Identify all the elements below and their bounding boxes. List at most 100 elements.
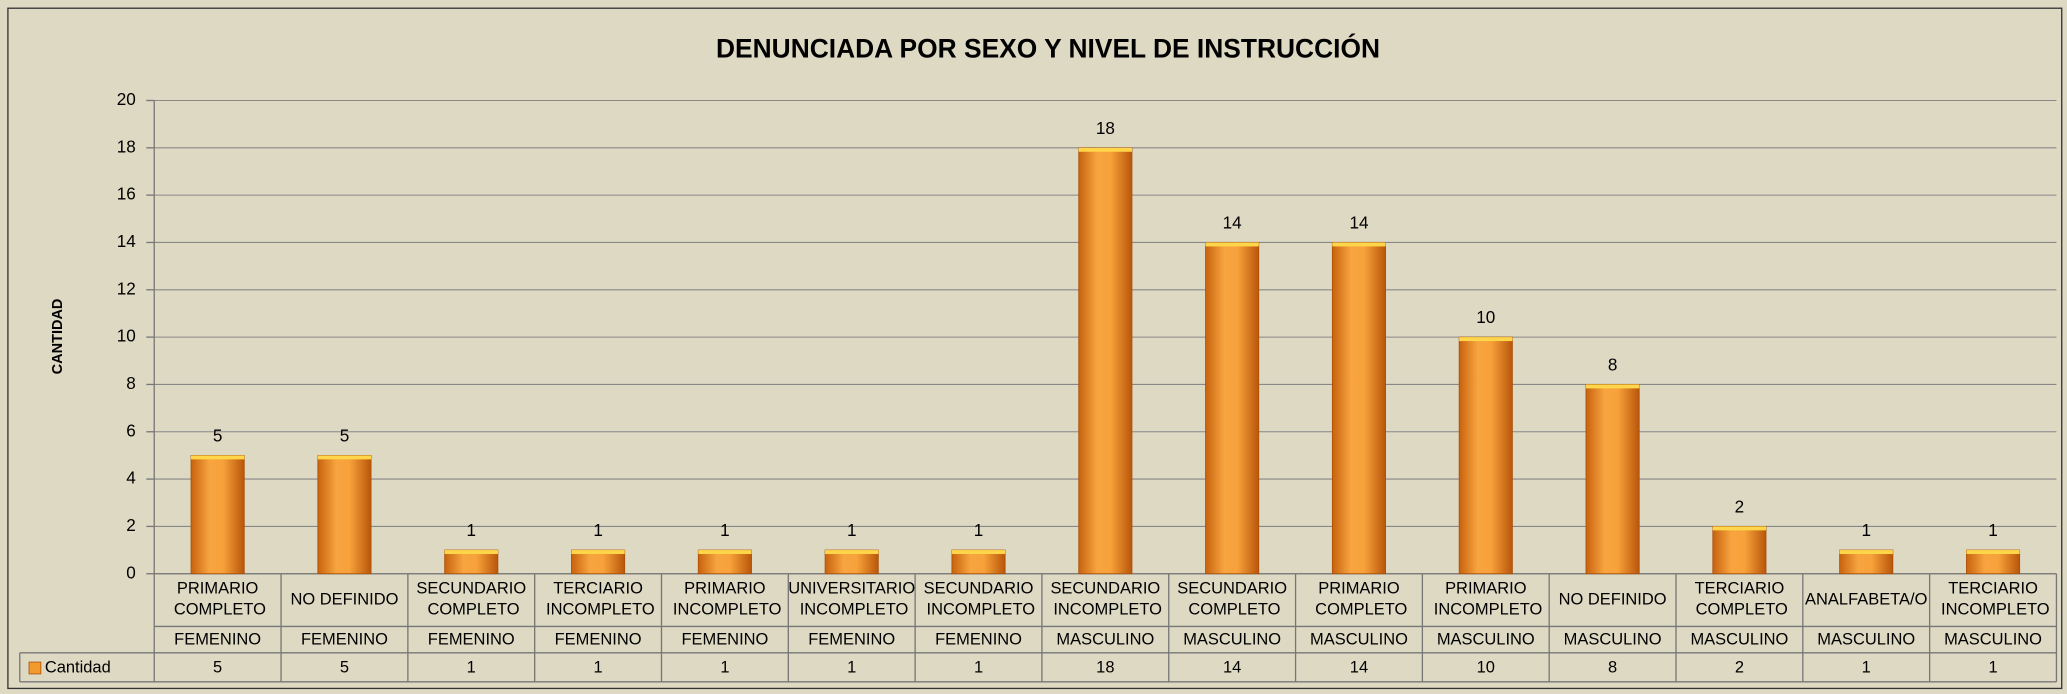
category-label: ANALFABETA/O [1805, 590, 1928, 608]
bar [317, 455, 372, 575]
data-label: 1 [1988, 520, 1998, 540]
category-label: TERCIARIO INCOMPLETO [1936, 580, 2049, 619]
category-label: PRIMARIO COMPLETO [169, 580, 266, 619]
bar-top [951, 550, 1006, 555]
table-value: 5 [213, 658, 222, 676]
table-value: 5 [340, 658, 349, 676]
group-label: FEMENINO [428, 631, 515, 649]
group-label: MASCULINO [1183, 631, 1281, 649]
y-tick-label: 10 [117, 326, 136, 346]
bar [1585, 384, 1640, 575]
bar-top [444, 550, 498, 555]
data-label: 1 [1861, 520, 1871, 540]
table-value: 8 [1608, 658, 1617, 676]
table-value: 1 [720, 658, 729, 676]
y-tick-label: 0 [126, 562, 136, 582]
data-label: 1 [974, 520, 984, 540]
table-value: 18 [1096, 658, 1114, 676]
group-label: MASCULINO [1564, 631, 1662, 649]
bar-top [1078, 147, 1132, 152]
group-label: MASCULINO [1437, 631, 1535, 649]
y-tick-label: 20 [117, 89, 136, 109]
y-tick-label: 18 [117, 136, 136, 156]
chart-frame [7, 7, 2063, 690]
table-value: 1 [974, 658, 983, 676]
table-value: 14 [1223, 658, 1241, 676]
data-label: 18 [1096, 118, 1115, 138]
y-tick-label: 6 [126, 420, 136, 440]
category-label: UNIVERSITARIO INCOMPLETO [788, 580, 915, 619]
bar-top [1205, 242, 1259, 247]
bar-top [1712, 526, 1767, 531]
category-label: PRIMARIO COMPLETO [1311, 580, 1408, 619]
table-value: 1 [847, 658, 856, 676]
category-label: NO DEFINIDO [1559, 590, 1667, 608]
bar-top [317, 455, 372, 460]
bar-top [1585, 384, 1640, 389]
data-label: 14 [1223, 213, 1243, 233]
y-tick-label: 16 [117, 184, 136, 204]
data-label: 1 [847, 520, 857, 540]
category-label: PRIMARIO INCOMPLETO [1429, 580, 1542, 619]
legend-swatch [28, 661, 42, 675]
data-label: 1 [720, 520, 730, 540]
table-value: 1 [1862, 658, 1871, 676]
category-label: SECUNDARIO COMPLETO [1177, 580, 1287, 619]
data-label: 5 [213, 426, 223, 446]
bar-top [1966, 550, 2020, 555]
category-label: SECUNDARIO INCOMPLETO [922, 580, 1035, 619]
table-value: 2 [1735, 658, 1744, 676]
y-tick-label: 14 [117, 231, 137, 251]
table-value: 14 [1350, 658, 1368, 676]
data-label: 10 [1476, 307, 1495, 327]
y-tick-label: 4 [126, 468, 136, 488]
bar [1331, 242, 1386, 575]
table-value: 1 [467, 658, 476, 676]
data-label: 1 [467, 520, 477, 540]
bar [1078, 147, 1133, 575]
bar [1458, 336, 1513, 575]
chart-title: DENUNCIADA POR SEXO Y NIVEL DE INSTRUCCI… [716, 33, 1380, 63]
table-value: 10 [1477, 658, 1495, 676]
group-label: MASCULINO [1310, 631, 1408, 649]
data-label: 8 [1608, 355, 1618, 375]
y-tick-label: 8 [126, 373, 136, 393]
data-label: 14 [1349, 213, 1369, 233]
bar-top [698, 550, 752, 555]
bar [1712, 526, 1767, 575]
group-label: FEMENINO [681, 631, 768, 649]
group-label: MASCULINO [1056, 631, 1154, 649]
group-label: MASCULINO [1817, 631, 1915, 649]
category-label: SECUNDARIO INCOMPLETO [1049, 580, 1162, 619]
y-tick-label: 12 [117, 278, 136, 298]
category-label: SECUNDARIO COMPLETO [416, 580, 526, 619]
group-label: FEMENINO [301, 631, 388, 649]
group-label: MASCULINO [1944, 631, 2042, 649]
bar-top [1332, 242, 1386, 247]
bar [190, 455, 245, 575]
category-label: TERCIARIO COMPLETO [1691, 580, 1788, 619]
bar-top [1839, 550, 1893, 555]
category-label: NO DEFINIDO [290, 590, 398, 608]
legend-label: Cantidad [45, 658, 111, 676]
data-label: 2 [1735, 496, 1745, 516]
bar-top [191, 455, 245, 460]
group-label: FEMENINO [174, 631, 261, 649]
bar-top [825, 550, 879, 555]
group-label: MASCULINO [1690, 631, 1788, 649]
y-axis-label: CANTIDAD [50, 299, 66, 375]
group-label: FEMENINO [935, 631, 1022, 649]
bar-top [571, 550, 625, 555]
category-label: TERCIARIO INCOMPLETO [541, 580, 654, 619]
table-value: 1 [593, 658, 602, 676]
category-label: PRIMARIO INCOMPLETO [668, 580, 781, 619]
y-tick-label: 2 [126, 515, 136, 535]
group-label: FEMENINO [808, 631, 895, 649]
bar [1205, 242, 1260, 575]
group-label: FEMENINO [555, 631, 642, 649]
table-value: 1 [1988, 658, 1997, 676]
data-label: 1 [593, 520, 603, 540]
data-label: 5 [340, 426, 350, 446]
